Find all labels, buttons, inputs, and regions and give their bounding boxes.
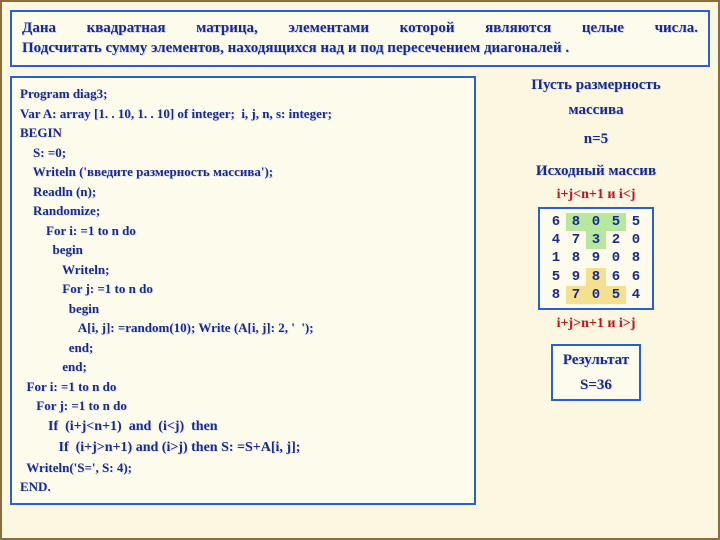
- code-line: For j: =1 to n do: [20, 398, 127, 413]
- matrix-row: 68055: [546, 213, 646, 231]
- matrix-cell: 4: [626, 286, 646, 304]
- task-line-1: Дана квадратная матрица, элементами кото…: [22, 18, 698, 38]
- matrix-cell: 9: [586, 249, 606, 267]
- result-label: Результат: [563, 351, 629, 370]
- code-line: For j: =1 to n do: [20, 281, 153, 296]
- condition-top: i+j<n+1 и i<j: [482, 187, 710, 203]
- matrix-cell: 6: [626, 268, 646, 286]
- code-line: Readln (n);: [20, 184, 96, 199]
- task-line-2: Подсчитать сумму элементов, находящихся …: [22, 38, 698, 58]
- matrix-cell: 0: [586, 286, 606, 304]
- code-line: S: =0;: [20, 145, 66, 160]
- n-value: n=5: [482, 130, 710, 149]
- code-line: BEGIN: [20, 125, 62, 140]
- matrix-row: 87054: [546, 286, 646, 304]
- code-line: Writeln ('введите размерность массива');: [20, 164, 273, 179]
- code-line: If (i+j>n+1) and (i>j) then S: =S+A[i, j…: [20, 440, 300, 455]
- matrix-cell: 0: [586, 213, 606, 231]
- matrix-row: 18908: [546, 249, 646, 267]
- code-line: A[i, j]: =random(10); Write (A[i, j]: 2,…: [20, 320, 314, 335]
- code-line: If (i+j<n+1) and (i<j) then: [20, 419, 218, 434]
- matrix-cell: 2: [606, 231, 626, 249]
- code-line: begin: [20, 242, 83, 257]
- array-label: Исходный массив: [482, 162, 710, 181]
- matrix-display: 6805547320189085986687054: [538, 207, 654, 310]
- matrix-cell: 5: [546, 268, 566, 286]
- matrix-cell: 4: [546, 231, 566, 249]
- matrix-cell: 7: [566, 286, 586, 304]
- matrix-cell: 8: [586, 268, 606, 286]
- code-line: begin: [20, 301, 99, 316]
- code-line: Randomize;: [20, 203, 100, 218]
- matrix-cell: 6: [546, 213, 566, 231]
- dimension-label-2: массива: [482, 101, 710, 120]
- matrix-cell: 0: [626, 231, 646, 249]
- matrix-row: 59866: [546, 268, 646, 286]
- code-line: For i: =1 to n do: [20, 223, 136, 238]
- matrix-cell: 7: [566, 231, 586, 249]
- code-line: For i: =1 to n do: [20, 379, 116, 394]
- matrix-cell: 8: [546, 286, 566, 304]
- code-line: end;: [20, 359, 87, 374]
- matrix-row: 47320: [546, 231, 646, 249]
- result-value: S=36: [563, 376, 629, 395]
- code-line: end;: [20, 340, 93, 355]
- matrix-cell: 1: [546, 249, 566, 267]
- code-line: Writeln('S=', S: 4);: [20, 460, 132, 475]
- code-line: END.: [20, 479, 51, 494]
- matrix-cell: 8: [566, 213, 586, 231]
- matrix-cell: 0: [606, 249, 626, 267]
- code-line: Var A: array [1. . 10, 1. . 10] of integ…: [20, 106, 332, 121]
- matrix-cell: 8: [566, 249, 586, 267]
- code-line: Writeln;: [20, 262, 109, 277]
- side-panel: Пусть размерность массива n=5 Исходный м…: [482, 76, 710, 401]
- result-box: Результат S=36: [551, 344, 641, 402]
- matrix-cell: 5: [606, 213, 626, 231]
- matrix-cell: 8: [626, 249, 646, 267]
- dimension-label-1: Пусть размерность: [482, 76, 710, 95]
- task-statement: Дана квадратная матрица, элементами кото…: [10, 10, 710, 67]
- matrix-cell: 9: [566, 268, 586, 286]
- condition-bottom: i+j>n+1 и i>j: [482, 316, 710, 332]
- code-line: Program diag3;: [20, 86, 108, 101]
- matrix-cell: 3: [586, 231, 606, 249]
- matrix-cell: 6: [606, 268, 626, 286]
- matrix-cell: 5: [626, 213, 646, 231]
- code-listing: Program diag3; Var A: array [1. . 10, 1.…: [10, 76, 476, 505]
- matrix-cell: 5: [606, 286, 626, 304]
